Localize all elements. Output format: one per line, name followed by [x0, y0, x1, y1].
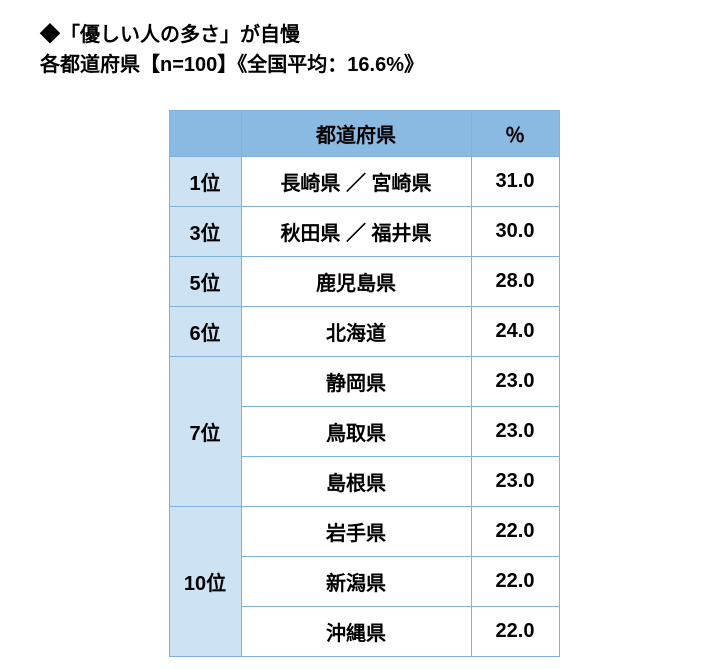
rank-cell: 10位 — [169, 507, 241, 657]
rank-cell: 7位 — [169, 357, 241, 507]
table-row: 7位静岡県23.0 — [169, 357, 559, 407]
percent-cell: 31.0 — [471, 157, 559, 207]
prefecture-cell: 新潟県 — [241, 557, 471, 607]
table-row: 6位北海道24.0 — [169, 307, 559, 357]
rank-cell: 3位 — [169, 207, 241, 257]
table-row: 10位岩手県22.0 — [169, 507, 559, 557]
prefecture-cell: 秋田県 ／ 福井県 — [241, 207, 471, 257]
prefecture-cell: 沖縄県 — [241, 607, 471, 657]
table-row: 3位秋田県 ／ 福井県30.0 — [169, 207, 559, 257]
table-header-row: 都道府県 ％ — [169, 111, 559, 157]
prefecture-cell: 鳥取県 — [241, 407, 471, 457]
col-header-prefecture: 都道府県 — [241, 111, 471, 157]
col-header-rank — [169, 111, 241, 157]
rank-cell: 6位 — [169, 307, 241, 357]
prefecture-cell: 岩手県 — [241, 507, 471, 557]
percent-cell: 22.0 — [471, 557, 559, 607]
table-row: 1位長崎県 ／ 宮崎県31.0 — [169, 157, 559, 207]
prefecture-cell: 静岡県 — [241, 357, 471, 407]
table-row: 5位鹿児島県28.0 — [169, 257, 559, 307]
percent-cell: 22.0 — [471, 507, 559, 557]
table-wrapper: 都道府県 ％ 1位長崎県 ／ 宮崎県31.03位秋田県 ／ 福井県30.05位鹿… — [40, 110, 688, 657]
percent-cell: 22.0 — [471, 607, 559, 657]
percent-cell: 23.0 — [471, 407, 559, 457]
prefecture-cell: 長崎県 ／ 宮崎県 — [241, 157, 471, 207]
percent-cell: 30.0 — [471, 207, 559, 257]
prefecture-cell: 北海道 — [241, 307, 471, 357]
percent-cell: 28.0 — [471, 257, 559, 307]
prefecture-cell: 鹿児島県 — [241, 257, 471, 307]
heading-block: ◆「優しい人の多さ」が自慢 各都道府県【n=100】《全国平均：16.6%》 — [40, 20, 688, 80]
ranking-table: 都道府県 ％ 1位長崎県 ／ 宮崎県31.03位秋田県 ／ 福井県30.05位鹿… — [169, 110, 560, 657]
percent-cell: 23.0 — [471, 357, 559, 407]
percent-cell: 24.0 — [471, 307, 559, 357]
col-header-percent: ％ — [471, 111, 559, 157]
heading-line2: 各都道府県【n=100】《全国平均：16.6%》 — [40, 50, 688, 80]
prefecture-cell: 島根県 — [241, 457, 471, 507]
heading-line1: ◆「優しい人の多さ」が自慢 — [40, 20, 688, 50]
percent-cell: 23.0 — [471, 457, 559, 507]
rank-cell: 1位 — [169, 157, 241, 207]
rank-cell: 5位 — [169, 257, 241, 307]
